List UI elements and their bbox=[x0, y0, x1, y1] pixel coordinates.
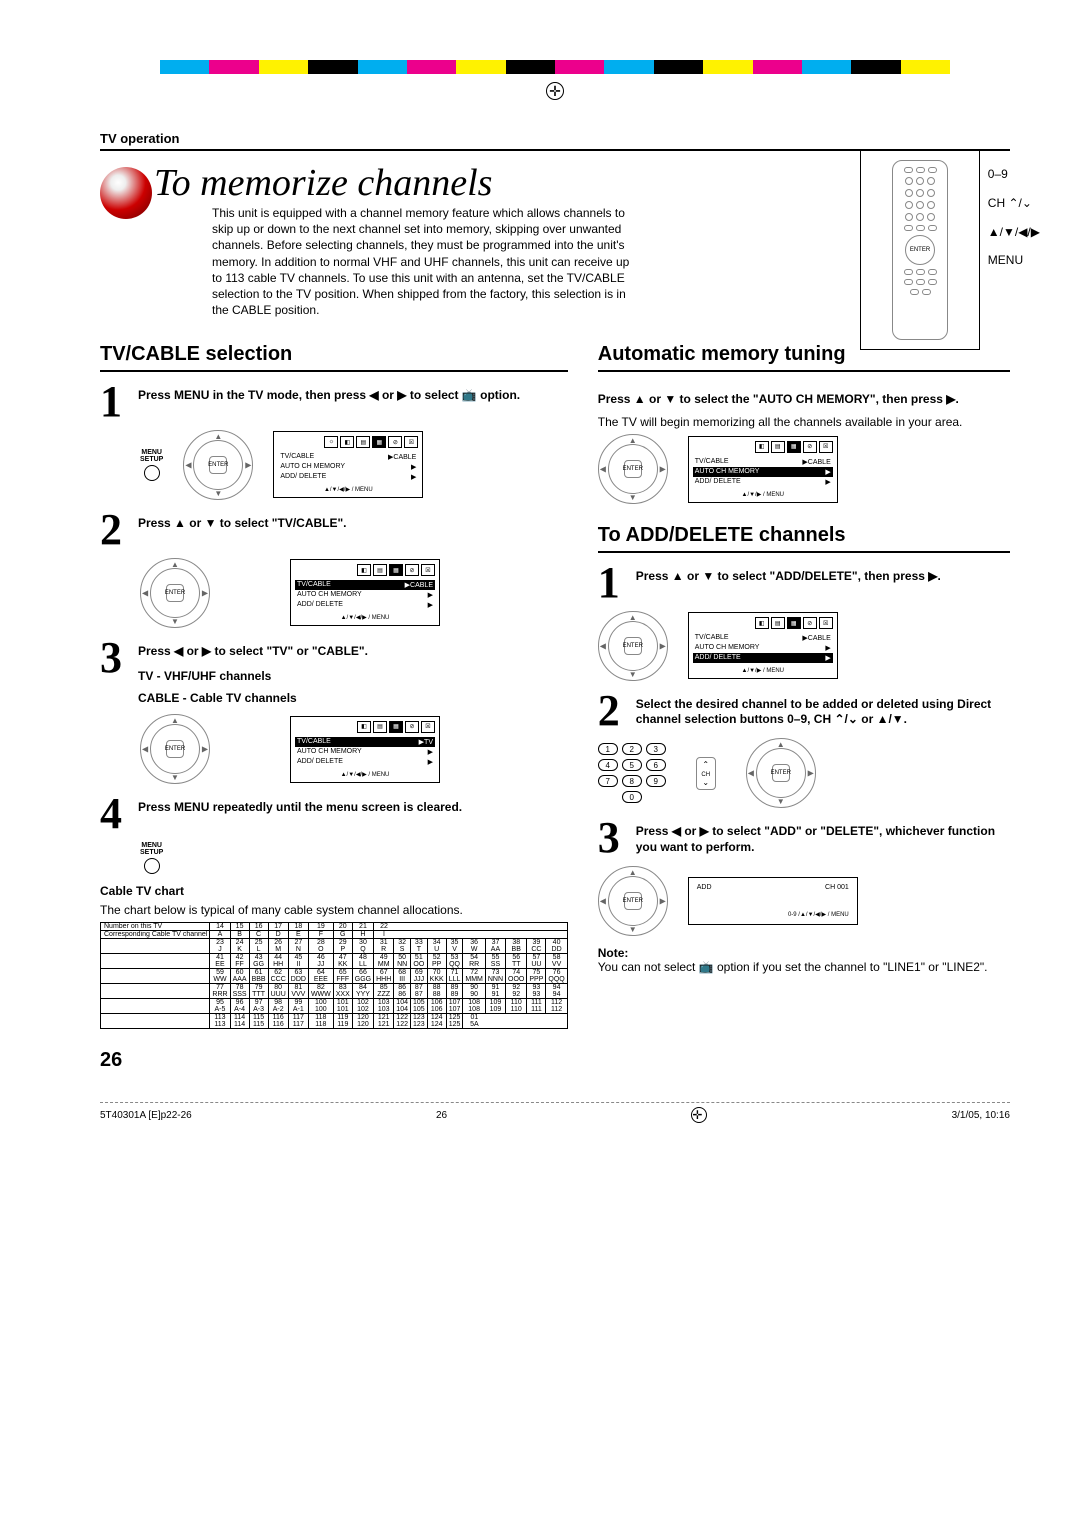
right-step-2: 2 Select the desired channel to be added… bbox=[598, 691, 1010, 731]
intro-text: This unit is equipped with a channel mem… bbox=[212, 205, 642, 318]
right-step-3: 3 Press ◀ or ▶ to select "ADD" or "DELET… bbox=[598, 818, 1010, 858]
menu-setup-button-icon: MENUSETUP bbox=[140, 449, 163, 481]
cable-chart-title: Cable TV chart bbox=[100, 884, 568, 898]
remote-illustration: ENTER bbox=[860, 150, 980, 350]
page-number: 26 bbox=[100, 1049, 1010, 1072]
right-step-1: 1 Press ▲ or ▼ to select "ADD/DELETE", t… bbox=[598, 563, 1010, 603]
dpad-icon: ENTER▲▼◀▶ bbox=[183, 430, 253, 500]
print-footer: 5T40301A [E]p22-26 26 ✛ 3/1/05, 10:16 bbox=[100, 1102, 1010, 1123]
osd-add-delete: ADDCH 001 0-9 /▲/▼/◀/▶ / MENU bbox=[688, 877, 858, 925]
left-column: TV/CABLE selection 1 Press MENU in the T… bbox=[100, 343, 568, 1029]
cable-tv-chart: Number on this TV141516171819202122Corre… bbox=[100, 922, 568, 1029]
title-sphere-icon bbox=[100, 167, 152, 219]
number-pad-icon: 123 456 789 0 bbox=[598, 743, 666, 803]
registration-colorbar bbox=[160, 60, 950, 74]
step-3: 3 Press ◀ or ▶ to select "TV" or "CABLE"… bbox=[100, 638, 568, 707]
auto-step-text: Press ▲ or ▼ to select the "AUTO CH MEMO… bbox=[598, 382, 1010, 408]
section-header: TV operation bbox=[100, 131, 1010, 151]
note-section: Note: You can not select 📺 option if you… bbox=[598, 946, 1010, 974]
registration-mark-top: ✛ bbox=[100, 80, 1010, 101]
tv-cable-heading: TV/CABLE selection bbox=[100, 343, 568, 372]
step-4: 4 Press MENU repeatedly until the menu s… bbox=[100, 794, 568, 834]
step-2: 2 Press ▲ or ▼ to select "TV/CABLE". bbox=[100, 510, 568, 550]
osd-menu: ☼◧▤▦⊘☒ TV/CABLE▶CABLE AUTO CH MEMORY▶ AD… bbox=[273, 431, 423, 498]
remote-labels: 0–9 CH ⌃/⌄ ▲/▼/◀/▶ MENU bbox=[988, 160, 1040, 275]
page-title: To memorize channels bbox=[154, 161, 642, 205]
right-column: Automatic memory tuning Press ▲ or ▼ to … bbox=[598, 343, 1010, 1029]
step-1: 1 Press MENU in the TV mode, then press … bbox=[100, 382, 568, 422]
auto-body-text: The TV will begin memorizing all the cha… bbox=[598, 414, 1010, 430]
add-delete-heading: To ADD/DELETE channels bbox=[598, 524, 1010, 553]
cable-chart-intro: The chart below is typical of many cable… bbox=[100, 902, 568, 918]
ch-up-down-icon: ⌃CH⌄ bbox=[696, 757, 716, 790]
